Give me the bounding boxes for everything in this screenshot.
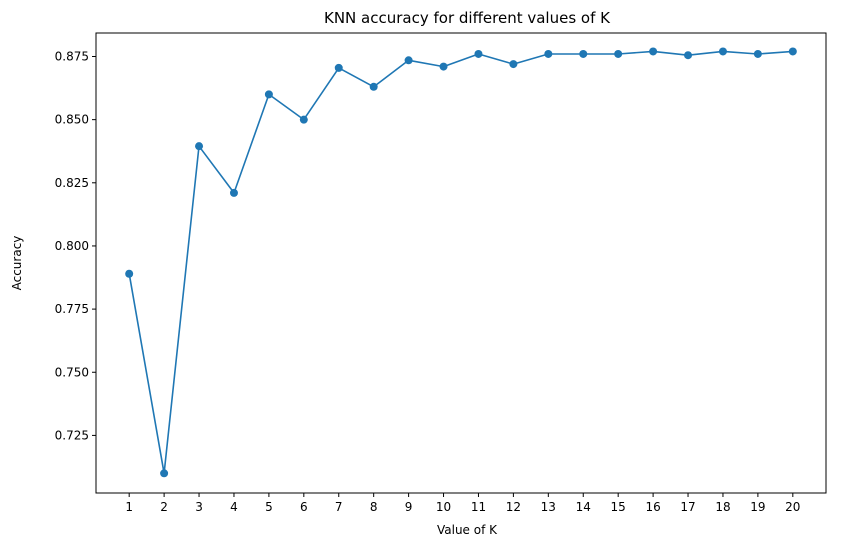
y-axis: 0.725 0.750 0.775 0.800 0.825 0.850 0.875 xyxy=(55,49,96,442)
data-point xyxy=(404,56,413,65)
x-tick-label: 16 xyxy=(645,500,660,514)
data-point xyxy=(334,63,343,72)
x-tick-label: 3 xyxy=(195,500,203,514)
x-tick-label: 17 xyxy=(680,500,695,514)
y-tick-label: 0.825 xyxy=(55,176,89,190)
x-tick-label: 11 xyxy=(471,500,486,514)
x-tick-label: 14 xyxy=(576,500,591,514)
data-point xyxy=(788,47,797,56)
plot-frame xyxy=(95,32,827,494)
data-point xyxy=(264,90,273,99)
y-tick-label: 0.775 xyxy=(55,302,89,316)
plot-area xyxy=(125,47,797,478)
data-point xyxy=(753,49,762,58)
x-tick-label: 1 xyxy=(125,500,133,514)
data-point xyxy=(229,188,238,197)
series-line xyxy=(128,50,793,475)
x-tick-label: 4 xyxy=(230,500,238,514)
chart-title: KNN accuracy for different values of K xyxy=(324,9,611,27)
data-point xyxy=(544,49,553,58)
data-point xyxy=(195,142,204,151)
x-tick-label: 7 xyxy=(335,500,343,514)
x-tick-label: 5 xyxy=(265,500,273,514)
y-tick-label: 0.750 xyxy=(55,365,89,379)
x-tick-label: 2 xyxy=(160,500,168,514)
x-tick-label: 13 xyxy=(541,500,556,514)
x-tick-label: 9 xyxy=(405,500,413,514)
data-point xyxy=(579,49,588,58)
data-point xyxy=(439,62,448,71)
data-point xyxy=(614,49,623,58)
x-tick-label: 12 xyxy=(506,500,521,514)
data-point xyxy=(718,47,727,56)
x-axis-label: Value of K xyxy=(437,523,498,537)
data-point xyxy=(299,115,308,124)
data-point xyxy=(474,49,483,58)
x-tick-label: 6 xyxy=(300,500,308,514)
data-point xyxy=(369,82,378,91)
x-axis: 1 2 3 4 5 6 7 8 9 10 11 12 13 14 15 16 17 18 19 20 xyxy=(125,493,800,514)
x-tick-label: 19 xyxy=(750,500,765,514)
x-tick-label: 10 xyxy=(436,500,451,514)
data-point xyxy=(125,269,134,278)
data-point xyxy=(649,47,658,56)
y-tick-label: 0.850 xyxy=(55,113,89,127)
x-tick-label: 15 xyxy=(611,500,626,514)
x-tick-label: 20 xyxy=(785,500,800,514)
x-tick-label: 8 xyxy=(370,500,378,514)
x-tick-label: 18 xyxy=(715,500,730,514)
y-tick-label: 0.800 xyxy=(55,239,89,253)
y-axis-label: Accuracy xyxy=(10,236,24,291)
data-point xyxy=(160,469,169,478)
data-point xyxy=(684,51,693,60)
y-tick-label: 0.875 xyxy=(55,49,89,63)
data-point xyxy=(509,60,518,69)
y-tick-label: 0.725 xyxy=(55,428,89,442)
